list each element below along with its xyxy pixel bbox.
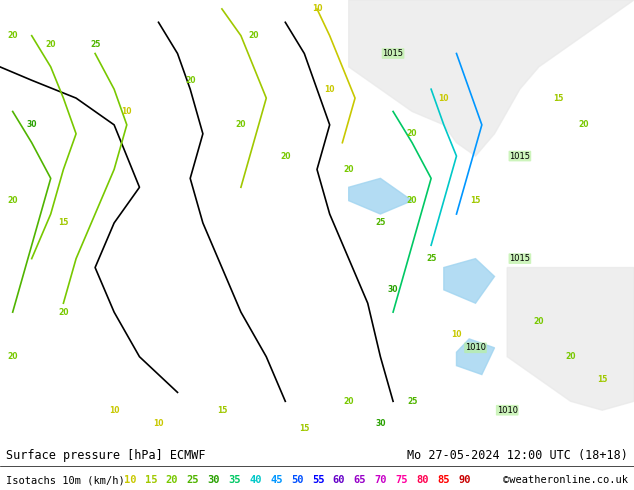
Text: Mo 27-05-2024 12:00 UTC (18+18): Mo 27-05-2024 12:00 UTC (18+18) <box>407 449 628 462</box>
Text: 55: 55 <box>312 475 325 485</box>
Text: 20: 20 <box>344 165 354 174</box>
Text: 10: 10 <box>312 4 322 13</box>
Text: 20: 20 <box>185 76 195 85</box>
Text: 25: 25 <box>186 475 199 485</box>
Text: 20: 20 <box>165 475 178 485</box>
Text: 70: 70 <box>375 475 387 485</box>
Text: 45: 45 <box>270 475 283 485</box>
Text: Surface pressure [hPa] ECMWF: Surface pressure [hPa] ECMWF <box>6 449 206 462</box>
Text: 15: 15 <box>470 196 481 205</box>
Text: 80: 80 <box>417 475 429 485</box>
Text: 20: 20 <box>407 129 417 138</box>
Text: 1010: 1010 <box>465 343 486 352</box>
Text: 20: 20 <box>8 352 18 361</box>
Text: 20: 20 <box>344 397 354 406</box>
Text: 15: 15 <box>597 374 607 384</box>
Text: 50: 50 <box>291 475 304 485</box>
Text: 25: 25 <box>407 397 417 406</box>
Text: 20: 20 <box>407 196 417 205</box>
Text: 20: 20 <box>8 31 18 40</box>
Text: 40: 40 <box>249 475 262 485</box>
Text: 20: 20 <box>46 40 56 49</box>
Text: 20: 20 <box>236 121 246 129</box>
Text: 25: 25 <box>375 219 385 227</box>
Polygon shape <box>444 259 495 303</box>
Text: 10: 10 <box>439 94 449 102</box>
Text: 30: 30 <box>388 285 398 294</box>
Text: 1010: 1010 <box>496 406 518 415</box>
Text: 20: 20 <box>58 308 68 317</box>
Text: 10: 10 <box>122 107 132 116</box>
Text: 30: 30 <box>207 475 220 485</box>
Text: 1015: 1015 <box>509 151 531 161</box>
Text: 90: 90 <box>458 475 471 485</box>
Polygon shape <box>507 268 634 410</box>
Text: 1015: 1015 <box>382 49 404 58</box>
Text: 10: 10 <box>109 406 119 415</box>
Text: 35: 35 <box>228 475 241 485</box>
Text: 60: 60 <box>333 475 346 485</box>
Polygon shape <box>349 178 412 214</box>
Text: 10: 10 <box>153 419 164 428</box>
Polygon shape <box>349 0 634 156</box>
Text: 20: 20 <box>280 151 290 161</box>
Text: 20: 20 <box>578 121 588 129</box>
Text: 1015: 1015 <box>509 254 531 263</box>
Polygon shape <box>456 339 495 374</box>
Text: 75: 75 <box>396 475 408 485</box>
Text: 20: 20 <box>534 317 544 325</box>
Text: 10: 10 <box>451 330 462 339</box>
Text: 10: 10 <box>325 85 335 94</box>
Text: 15: 15 <box>58 219 68 227</box>
Text: 10: 10 <box>124 475 136 485</box>
Text: 15: 15 <box>145 475 157 485</box>
Text: 15: 15 <box>299 423 309 433</box>
Text: 20: 20 <box>8 196 18 205</box>
Text: 20: 20 <box>249 31 259 40</box>
Text: 15: 15 <box>217 406 227 415</box>
Text: ©weatheronline.co.uk: ©weatheronline.co.uk <box>503 475 628 485</box>
Text: 65: 65 <box>354 475 366 485</box>
Text: Isotachs 10m (km/h): Isotachs 10m (km/h) <box>6 475 131 485</box>
Text: 30: 30 <box>375 419 385 428</box>
Text: 25: 25 <box>426 254 436 263</box>
Text: 25: 25 <box>90 40 100 49</box>
Text: 15: 15 <box>553 94 563 102</box>
Text: 85: 85 <box>437 475 450 485</box>
Text: 30: 30 <box>27 121 37 129</box>
Text: 20: 20 <box>566 352 576 361</box>
